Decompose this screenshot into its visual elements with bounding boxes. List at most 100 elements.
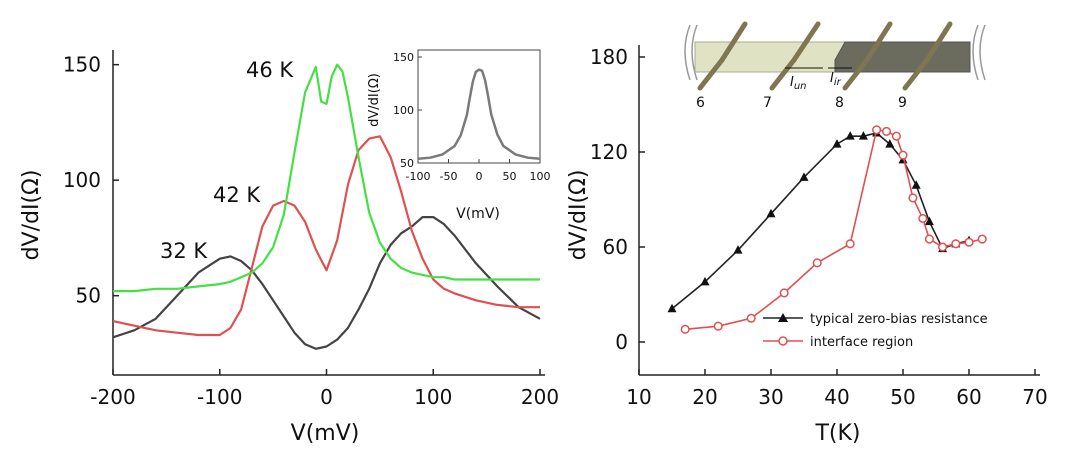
zero-bias-point (911, 180, 921, 189)
right-series-line-0 (671, 132, 970, 310)
inset-x-tick-label: 100 (530, 170, 551, 183)
zero-bias-point (885, 139, 895, 148)
left-chart-ticks: -200 -100 0 100 200 50 100 150 (63, 53, 559, 409)
interface-point (881, 126, 892, 136)
zero-bias-point (924, 216, 934, 226)
right-x-tick-label: 70 (1022, 385, 1047, 409)
inset-axes (417, 49, 541, 164)
interface-point (898, 150, 908, 160)
legend-label-interface: interface region (810, 335, 913, 350)
right-y-tick-label: 180 (590, 45, 628, 69)
zero-bias-point (667, 303, 677, 313)
zero-bias-point (700, 276, 710, 286)
interface-point (713, 321, 723, 331)
right-x-tick-label: 40 (824, 385, 849, 409)
right-x-tick-label: 50 (890, 385, 915, 409)
left-x-tick-label: 200 (521, 385, 559, 409)
right-x-tick-label: 60 (956, 385, 981, 409)
inset-x-axis-label: V(mV) (456, 206, 500, 222)
right-y-tick-label: 60 (603, 235, 628, 259)
left-x-tick-label: -100 (197, 385, 242, 409)
schematic-break-left (684, 24, 691, 81)
left-series-line-42k (112, 135, 540, 337)
inset-x-tick-label: 50 (503, 170, 517, 183)
interface-point (746, 313, 756, 323)
interface-point (908, 193, 918, 203)
left-chart: -200 -100 0 100 200 50 100 150 32 K 42 K 46 K V… (19, 49, 559, 446)
interface-point (872, 125, 882, 135)
legend-triangle-marker (778, 313, 788, 322)
interface-point (938, 242, 948, 252)
left-y-tick-label: 100 (63, 168, 101, 192)
right-chart-legend: typical zero-bias resistance interface r… (763, 312, 988, 350)
interface-point (951, 239, 961, 249)
electrode-label-6: 6 (696, 95, 705, 111)
left-chart-series (112, 63, 541, 350)
current-label-un: Iun (790, 75, 807, 92)
left-inset-chart: -100 -50 0 50 100 50 100 150 V(mV) dV/dI(Ω) (367, 49, 551, 222)
left-y-axis-label: dV/dI(Ω) (19, 170, 44, 261)
inset-y-tick-label: 150 (393, 51, 414, 64)
interface-point (845, 239, 855, 249)
legend-label-zero-bias: typical zero-bias resistance (810, 312, 988, 327)
right-chart: 10 20 30 40 50 60 70 0 60 120 180 T(K) dV/dI(Ω) ty… (566, 21, 1048, 446)
schematic-light-segment (694, 41, 846, 73)
electrode-label-7: 7 (763, 95, 772, 111)
right-x-tick-label: 30 (758, 385, 783, 409)
right-chart-ticks: 10 20 30 40 50 60 70 0 60 120 180 (590, 45, 1048, 409)
left-x-tick-label: -200 (90, 385, 135, 409)
left-curve-label-42k: 42 K (213, 183, 261, 207)
left-y-tick-label: 150 (63, 53, 101, 77)
electrode-label-9: 9 (898, 95, 907, 111)
schematic-break-right-2 (979, 24, 986, 81)
zero-bias-point (733, 245, 743, 254)
inset-frame (417, 49, 541, 164)
interface-point (680, 324, 690, 334)
left-series-line-32k (112, 216, 541, 350)
right-chart-axes (638, 45, 1040, 376)
interface-point (918, 213, 928, 224)
inset-series-line (417, 68, 541, 161)
inset-ticks: -100 -50 0 50 100 50 100 150 (393, 51, 551, 183)
inset-x-tick-label: -100 (406, 170, 431, 183)
schematic-break-right (972, 24, 979, 81)
right-chart-series (667, 125, 987, 334)
left-x-tick-label: 100 (414, 385, 452, 409)
right-x-axis-label: T(K) (814, 421, 860, 446)
inset-y-axis-label: dV/dI(Ω) (367, 73, 382, 127)
right-y-tick-label: 120 (590, 140, 628, 164)
zero-bias-point (799, 172, 809, 181)
left-x-axis-label: V(mV) (291, 421, 360, 446)
left-chart-axes (112, 50, 545, 376)
zero-bias-point (832, 139, 842, 148)
interface-point (924, 234, 934, 244)
left-y-tick-label: 50 (76, 284, 101, 308)
right-y-tick-label: 0 (615, 330, 628, 354)
legend-circle-marker (778, 336, 788, 346)
schematic-break-left-2 (691, 24, 698, 81)
inset-y-tick-label: 100 (393, 104, 414, 117)
schematic-dark-segment (834, 41, 971, 73)
interface-point (812, 258, 822, 268)
inset-y-tick-label: 50 (400, 157, 414, 170)
interface-point (964, 237, 974, 247)
right-x-tick-label: 10 (626, 385, 651, 409)
electrode-label-8: 8 (835, 95, 844, 111)
device-schematic: Iun Iir 6 7 8 9 (684, 21, 986, 111)
current-label-ir: Iir (830, 71, 842, 88)
zero-bias-point (766, 208, 776, 218)
left-curve-label-32k: 32 K (160, 239, 208, 263)
left-x-tick-label: 0 (320, 385, 333, 409)
left-series-line-46k (113, 63, 540, 293)
right-y-axis-label: dV/dI(Ω) (566, 170, 591, 261)
interface-point (977, 234, 987, 244)
interface-point (779, 288, 789, 298)
left-curve-label-46k: 46 K (246, 58, 294, 82)
inset-x-tick-label: 0 (476, 170, 483, 183)
zero-bias-point (858, 131, 868, 140)
right-x-tick-label: 20 (692, 385, 717, 409)
interface-point (891, 131, 901, 141)
zero-bias-point (845, 131, 855, 140)
inset-x-tick-label: -50 (440, 170, 458, 183)
